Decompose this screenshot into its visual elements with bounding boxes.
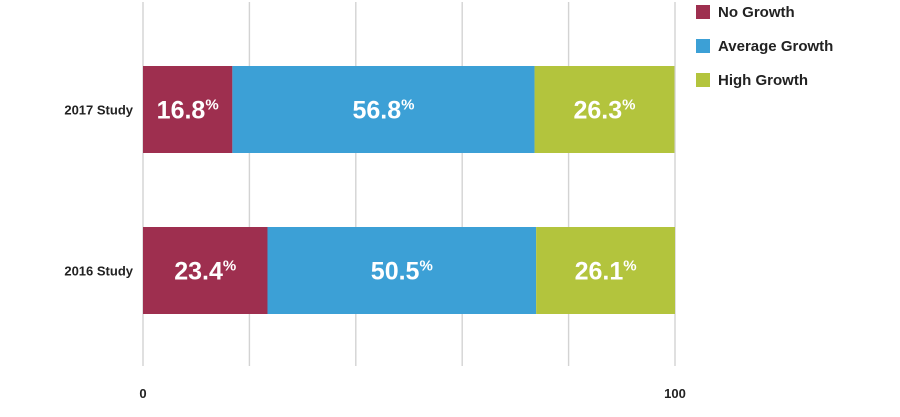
tick-label: 100 [664, 386, 686, 401]
legend-label: Average Growth [718, 38, 833, 55]
category-label: 2016 Study [64, 264, 133, 279]
data-label: 50.5% [371, 258, 433, 286]
bar-segment-average-growth [232, 66, 535, 153]
bars [143, 66, 675, 314]
legend-label: No Growth [718, 4, 795, 21]
category-labels: 2017 Study 2016 Study [64, 103, 133, 279]
data-label: 16.8% [157, 97, 219, 125]
bar-segment-no-growth [143, 227, 268, 314]
legend-swatch [696, 39, 710, 53]
data-label: 26.1% [575, 258, 637, 286]
bar-segment-high-growth [536, 227, 675, 314]
legend: No Growth Average Growth High Growth [696, 4, 833, 89]
legend-swatch [696, 5, 710, 19]
bar-segment-high-growth [534, 66, 675, 153]
x-axis-ticks: 0 100 [139, 386, 685, 401]
legend-swatch [696, 73, 710, 87]
data-label: 23.4% [174, 258, 236, 286]
bar-segment-average-growth [267, 227, 537, 314]
tick-label: 0 [139, 386, 146, 401]
data-label: 56.8% [352, 97, 414, 125]
value-labels: 16.8% 56.8% 26.3% 23.4% 50.5% 26.1% [157, 97, 637, 286]
legend-label: High Growth [718, 72, 808, 89]
data-label: 26.3% [574, 97, 636, 125]
category-label: 2017 Study [64, 103, 133, 118]
bar-segment-no-growth [143, 66, 233, 153]
